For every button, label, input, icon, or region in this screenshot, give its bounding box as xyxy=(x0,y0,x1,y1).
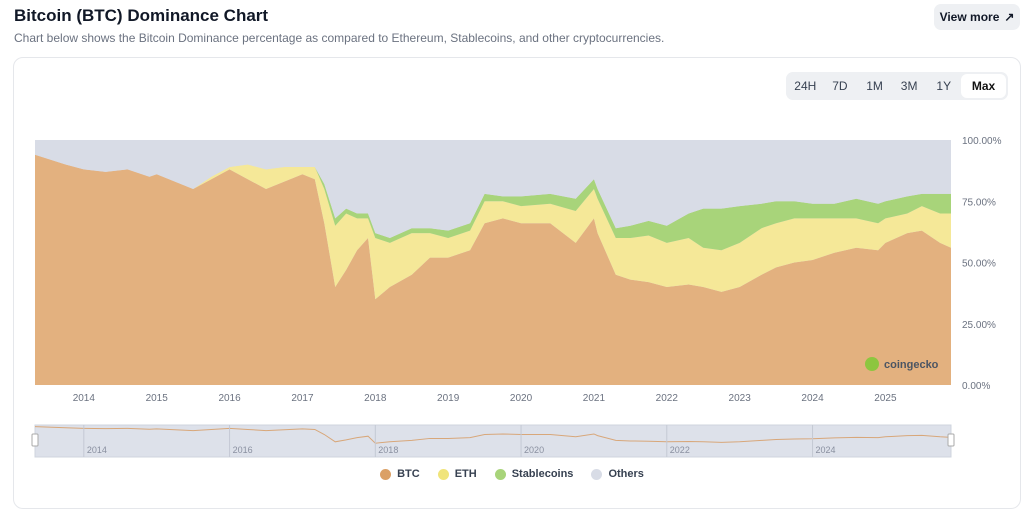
x-tick-label: 2024 xyxy=(801,393,824,404)
x-tick-label: 2016 xyxy=(218,393,241,404)
x-tick-label: 2019 xyxy=(437,393,460,404)
coingecko-logo-icon xyxy=(865,357,879,371)
navigator-tick-label: 2014 xyxy=(87,445,107,455)
x-tick-label: 2021 xyxy=(583,393,606,404)
range-7d[interactable]: 7D xyxy=(832,79,848,93)
external-link-icon: ↗ xyxy=(1004,10,1015,24)
legend-item-others[interactable]: Others xyxy=(591,468,644,480)
range-max[interactable]: Max xyxy=(961,74,1007,98)
legend-label: Stablecoins xyxy=(511,468,574,480)
y-tick-label: 50.00% xyxy=(962,259,996,270)
navigator-tick-label: 2022 xyxy=(670,445,690,455)
navigator-tick-label: 2018 xyxy=(378,445,398,455)
legend-label: Others xyxy=(608,468,644,480)
view-more-label: View more xyxy=(939,10,1000,24)
x-tick-label: 2025 xyxy=(874,393,897,404)
chart-card xyxy=(13,57,1021,509)
navigator-tick-label: 2024 xyxy=(816,445,836,455)
navigator-btc-line xyxy=(34,426,952,444)
navigator-left-handle[interactable] xyxy=(31,433,39,447)
x-tick-label: 2022 xyxy=(656,393,679,404)
x-tick-label: 2023 xyxy=(729,393,752,404)
chart-legend: BTC ETH Stablecoins Others xyxy=(0,468,1024,480)
range-selector[interactable]: 24H 7D 1M 3M 1Y Max xyxy=(786,72,1008,100)
legend-dot-icon xyxy=(494,468,506,480)
legend-item-stablecoins[interactable]: Stablecoins xyxy=(494,468,574,480)
navigator-tick-label: 2016 xyxy=(233,445,253,455)
legend-label: ETH xyxy=(454,468,477,480)
area-stablecoins xyxy=(35,154,951,251)
area-btc xyxy=(35,154,951,385)
navigator-right-handle[interactable] xyxy=(947,433,955,447)
x-tick-label: 2020 xyxy=(510,393,533,404)
y-tick-label: 75.00% xyxy=(962,197,996,208)
range-24h[interactable]: 24H xyxy=(794,79,817,93)
y-tick-label: 25.00% xyxy=(962,320,996,331)
navigator-tick-label: 2020 xyxy=(524,445,544,455)
legend-item-btc[interactable]: BTC xyxy=(380,468,420,480)
view-more-button[interactable]: View more ↗ xyxy=(934,4,1020,30)
area-eth xyxy=(35,154,951,300)
range-1m[interactable]: 1M xyxy=(866,79,883,93)
area-others xyxy=(35,140,951,238)
range-3m[interactable]: 3M xyxy=(900,79,918,93)
y-tick-label: 0.00% xyxy=(962,381,990,392)
x-tick-label: 2014 xyxy=(73,393,96,404)
page-title: Bitcoin (BTC) Dominance Chart xyxy=(14,6,269,25)
x-tick-label: 2018 xyxy=(364,393,387,404)
legend-dot-icon xyxy=(437,468,449,480)
legend-dot-icon xyxy=(591,468,603,480)
legend-item-eth[interactable]: ETH xyxy=(437,468,477,480)
page-subtitle: Chart below shows the Bitcoin Dominance … xyxy=(14,31,665,45)
x-tick-label: 2015 xyxy=(146,393,169,404)
legend-dot-icon xyxy=(380,468,392,480)
y-tick-label: 100.00% xyxy=(962,136,1002,147)
watermark: coingecko xyxy=(884,359,939,371)
x-tick-label: 2017 xyxy=(291,393,314,404)
legend-label: BTC xyxy=(397,468,420,480)
range-1y[interactable]: 1Y xyxy=(936,79,952,93)
